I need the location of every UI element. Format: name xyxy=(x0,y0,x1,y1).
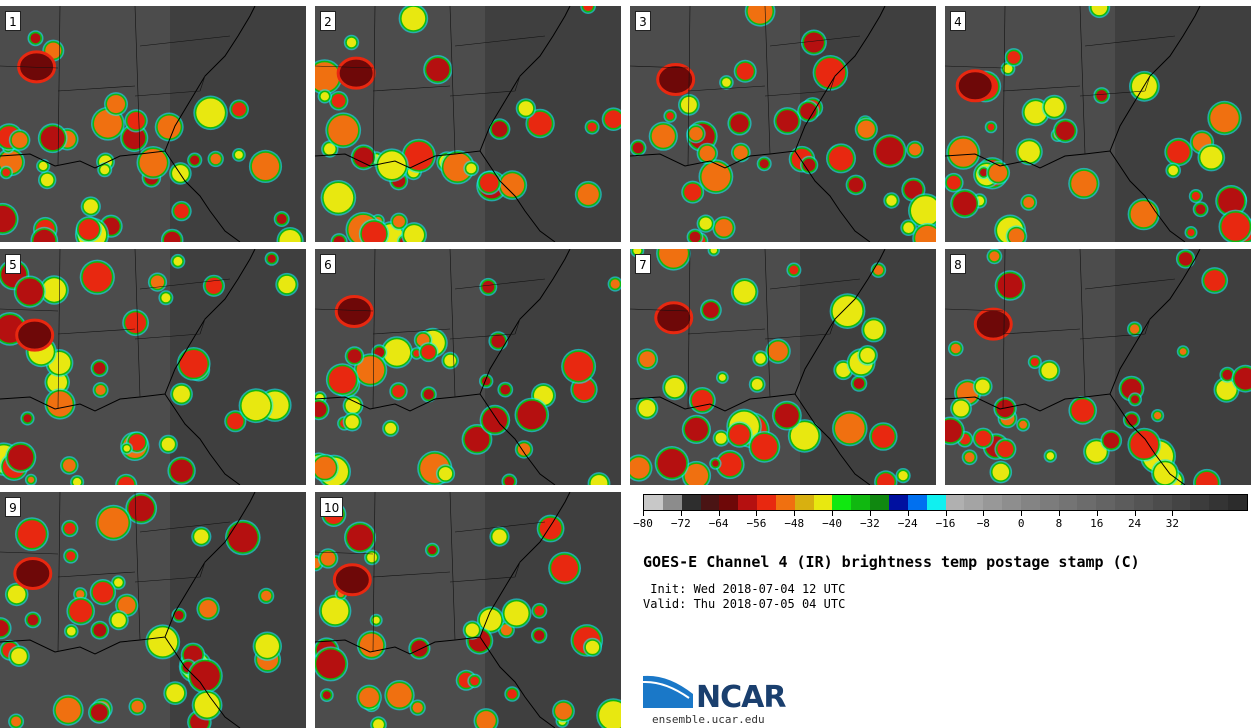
colorbar-swatch xyxy=(1058,495,1078,510)
colorbar-swatch xyxy=(1152,495,1172,510)
colorbar-swatch xyxy=(1096,495,1116,510)
colorbar-tick-label: −32 xyxy=(859,517,880,530)
colorbar-tick xyxy=(832,511,834,516)
colorbar-swatch xyxy=(926,495,946,510)
colorbar-tick-label: −72 xyxy=(670,517,691,530)
colorbar-tick-label: −8 xyxy=(976,517,990,530)
colorbar-tick xyxy=(1172,511,1174,516)
map-panel: 3 xyxy=(630,6,936,242)
colorbar-swatch xyxy=(907,495,927,510)
panel-number-label: 10 xyxy=(320,497,344,517)
map-panel: 2 xyxy=(315,6,621,242)
map-panel: 10 xyxy=(315,492,621,728)
colorbar-swatch xyxy=(888,495,908,510)
colorbar-swatch xyxy=(1228,495,1247,510)
panel-number-label: 3 xyxy=(635,11,651,31)
colorbar-tick-label: −48 xyxy=(784,517,805,530)
map-panel: 9 xyxy=(0,492,306,728)
colorbar-swatch xyxy=(775,495,795,510)
colorbar-swatch xyxy=(738,495,758,510)
colorbar-swatch xyxy=(1002,495,1021,510)
panel-number-label: 5 xyxy=(5,254,21,274)
colorbar-tick xyxy=(907,511,909,516)
colorbar-tick xyxy=(1058,511,1060,516)
colorbar-swatch xyxy=(1077,495,1097,510)
map-panel: 1 xyxy=(0,6,306,242)
colorbar-tick xyxy=(756,511,758,516)
colorbar-swatch xyxy=(870,495,889,510)
colorbar-tick xyxy=(643,511,644,516)
colorbar xyxy=(643,494,1248,511)
valid-time: Valid: Thu 2018-07-05 04 UTC xyxy=(643,597,846,611)
colorbar-swatch xyxy=(757,495,776,510)
colorbar-swatch xyxy=(945,495,965,510)
colorbar-tick xyxy=(794,511,796,516)
colorbar-tick-label: −80 xyxy=(633,517,653,530)
colorbar-swatch xyxy=(1190,495,1210,510)
colorbar-swatch xyxy=(681,495,701,510)
colorbar-swatch xyxy=(1115,495,1134,510)
panel-number-label: 4 xyxy=(950,11,966,31)
colorbar-swatch xyxy=(1209,495,1229,510)
colorbar-tick xyxy=(1021,511,1023,516)
map-panel: 6 xyxy=(315,249,621,485)
colorbar-tick xyxy=(718,511,720,516)
colorbar-tick xyxy=(1096,511,1098,516)
panel-number-label: 6 xyxy=(320,254,336,274)
colorbar-tick-label: 8 xyxy=(1055,517,1063,530)
colorbar-tick-label: −40 xyxy=(822,517,842,530)
colorbar-swatch xyxy=(700,495,720,510)
colorbar-swatch xyxy=(983,495,1003,510)
ncar-logo-text: NCAR xyxy=(696,680,786,715)
colorbar-tick xyxy=(945,511,947,516)
colorbar-ticks: −80 −72 −64 −56 −48 −40 −32 −24 −16 −8 0 8 16 24 32 xyxy=(633,511,1248,535)
site-url: ensemble.ucar.edu xyxy=(652,713,765,726)
map-panel: 5 xyxy=(0,249,306,485)
colorbar-tick xyxy=(1134,511,1136,516)
panel-number-label: 7 xyxy=(635,254,651,274)
colorbar-tick xyxy=(983,511,985,516)
panel-number-label: 2 xyxy=(320,11,336,31)
colorbar-tick-label: −56 xyxy=(746,517,767,530)
colorbar-swatch xyxy=(662,495,682,510)
colorbar-tick-label: 32 xyxy=(1165,517,1179,530)
figure-title: GOES-E Channel 4 (IR) brightness temp po… xyxy=(643,553,1140,571)
colorbar-tick-label: −64 xyxy=(708,517,729,530)
panel-number-label: 8 xyxy=(950,254,966,274)
colorbar-swatch xyxy=(644,495,663,510)
map-panel: 8 xyxy=(945,249,1251,485)
colorbar-tick xyxy=(869,511,871,516)
map-panel: 7 xyxy=(630,249,936,485)
colorbar-tick xyxy=(680,511,682,516)
panel-number-label: 9 xyxy=(5,497,21,517)
colorbar-swatch xyxy=(1171,495,1191,510)
colorbar-tick-label: −16 xyxy=(935,517,956,530)
colorbar-swatch xyxy=(794,495,814,510)
colorbar-swatch xyxy=(832,495,852,510)
colorbar-swatch xyxy=(1039,495,1059,510)
colorbar-swatch xyxy=(813,495,833,510)
colorbar-tick-label: 24 xyxy=(1127,517,1142,530)
map-panel: 4 xyxy=(945,6,1251,242)
colorbar-swatch xyxy=(964,495,984,510)
colorbar-swatch xyxy=(1020,495,1040,510)
colorbar-swatch xyxy=(719,495,739,510)
init-time: Init: Wed 2018-07-04 12 UTC xyxy=(643,582,846,596)
panel-number-label: 1 xyxy=(5,11,21,31)
colorbar-tick-label: 16 xyxy=(1090,517,1104,530)
colorbar-swatch xyxy=(1133,495,1153,510)
ncar-logo-icon xyxy=(643,675,693,708)
colorbar-tick-label: 0 xyxy=(1017,517,1025,530)
colorbar-tick-label: −24 xyxy=(897,517,918,530)
colorbar-swatch xyxy=(851,495,871,510)
